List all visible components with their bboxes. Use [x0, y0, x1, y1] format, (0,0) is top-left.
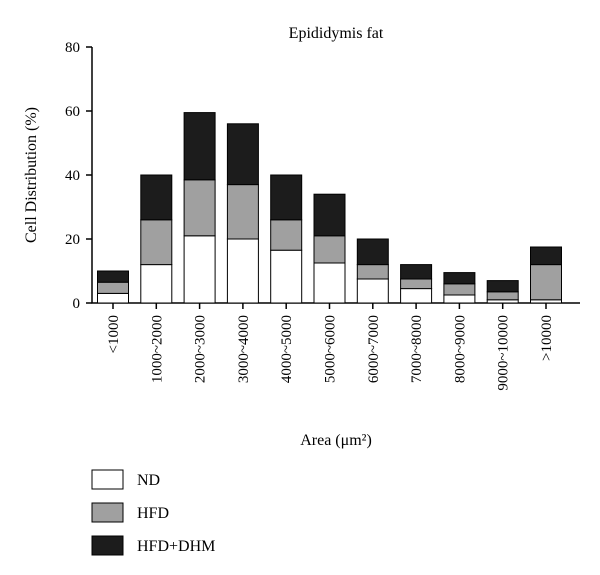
bar-segment-hfd-dhm: [530, 246, 562, 266]
bar-segment-hfd-dhm: [140, 174, 173, 221]
bar-segment-hfd-dhm: [97, 270, 129, 283]
legend-swatch: [91, 469, 124, 490]
bar-segment-nd: [400, 288, 433, 304]
legend-label: HFD+DHM: [137, 538, 215, 555]
bar-segment-hfd: [356, 264, 389, 280]
y-tick-label: 20: [65, 232, 80, 248]
legend-label: ND: [137, 472, 160, 489]
bar-segment-nd: [183, 235, 216, 304]
x-tick-label: 8000~9000: [452, 315, 468, 383]
bar-segment-hfd: [140, 219, 173, 266]
x-tick-label: 9000~10000: [496, 315, 512, 391]
bar-segment-hfd-dhm: [486, 280, 519, 293]
x-tick-label: 5000~6000: [323, 315, 339, 383]
bar-segment-nd: [270, 249, 303, 304]
y-tick-label: 40: [65, 168, 80, 184]
legend-label: HFD: [137, 505, 169, 522]
bar-segment-hfd-dhm: [183, 112, 216, 181]
legend-swatch: [91, 535, 124, 556]
y-tick-labels: 0 20 40 60 80: [65, 40, 92, 312]
y-axis-label: Cell Distribution (%): [23, 107, 40, 243]
bar-segment-hfd: [530, 264, 562, 301]
x-tick-label: 6000~7000: [366, 315, 382, 383]
bar-segment-hfd: [313, 235, 346, 264]
y-tick-label: 0: [73, 296, 81, 312]
bar-segment-nd: [356, 278, 389, 304]
bar-segment-hfd: [183, 179, 216, 237]
bar-segment-hfd-dhm: [313, 193, 346, 237]
x-tick-label: 1000~2000: [149, 315, 165, 383]
bar-segment-hfd-dhm: [356, 238, 389, 266]
bar-segment-hfd: [443, 283, 476, 296]
bar-segment-hfd-dhm: [270, 174, 303, 221]
bar-segment-hfd-dhm: [443, 272, 476, 285]
legend-swatch: [91, 502, 124, 523]
bar-segment-nd: [226, 238, 259, 304]
x-tick-label: 7000~8000: [409, 315, 425, 383]
bar-segment-hfd: [400, 278, 433, 290]
y-tick-label: 60: [65, 104, 80, 120]
bar-segment-hfd: [226, 184, 259, 240]
x-tick-label: 3000~4000: [236, 315, 252, 383]
bar-segment-nd: [443, 294, 476, 304]
bar-segment-nd: [313, 262, 346, 304]
x-axis-label: Area (μm²): [300, 432, 372, 449]
chart-title: Epididymis fat: [289, 25, 384, 42]
bar-segment-hfd: [97, 281, 129, 294]
x-tick-label: <1000: [106, 315, 122, 353]
bars: [97, 112, 562, 304]
bar-segment-nd: [97, 292, 129, 304]
bar-segment-nd: [140, 264, 173, 304]
x-tick-label: >10000: [539, 315, 555, 361]
bar-segment-hfd-dhm: [400, 264, 433, 280]
bar-segment-hfd: [486, 291, 519, 301]
bar-segment-hfd-dhm: [226, 123, 259, 186]
x-tick-label: 4000~5000: [279, 315, 295, 383]
y-tick-label: 80: [65, 40, 80, 56]
legend: ND HFD HFD+DHM: [91, 469, 215, 556]
bar-segment-hfd: [270, 219, 303, 251]
x-tick-label: 2000~3000: [193, 315, 209, 383]
x-tick-labels: <1000 1000~2000 2000~3000 3000~4000 4000~500…: [106, 303, 555, 391]
